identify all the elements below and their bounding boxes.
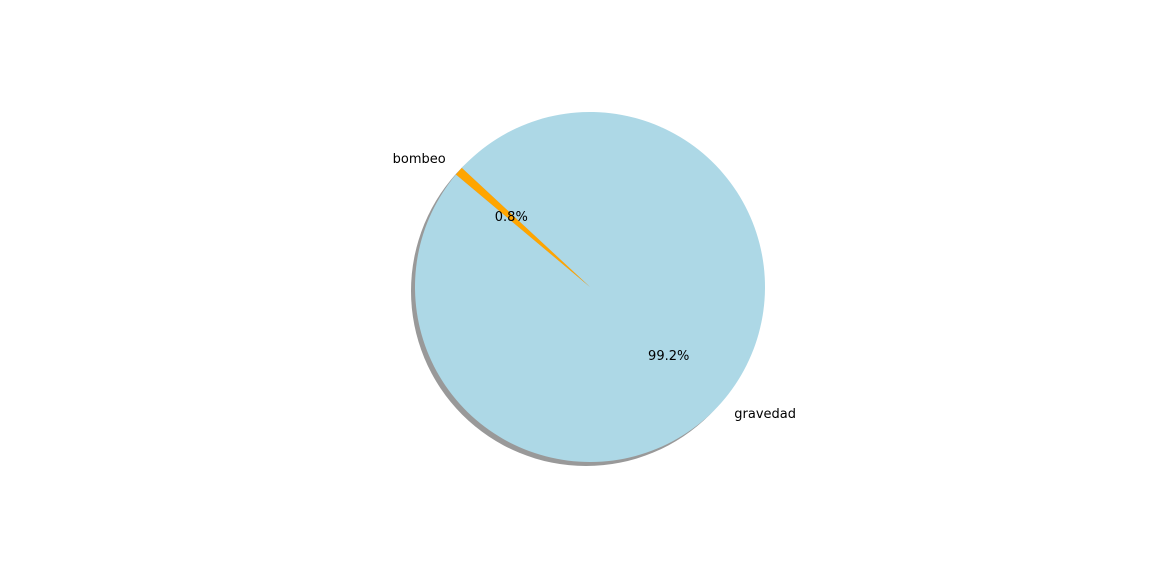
slice-pct-gravedad: 99.2% <box>648 349 689 364</box>
slice-label-bombeo: bombeo <box>393 152 446 167</box>
slice-pct-bombeo: 0.8% <box>495 210 528 225</box>
pie-slice-bombeo <box>455 167 590 287</box>
pie-labels: gravedad 99.2% bombeo 0.8% <box>393 152 796 422</box>
slice-label-gravedad: gravedad <box>734 407 796 422</box>
pie-slices <box>415 112 765 462</box>
